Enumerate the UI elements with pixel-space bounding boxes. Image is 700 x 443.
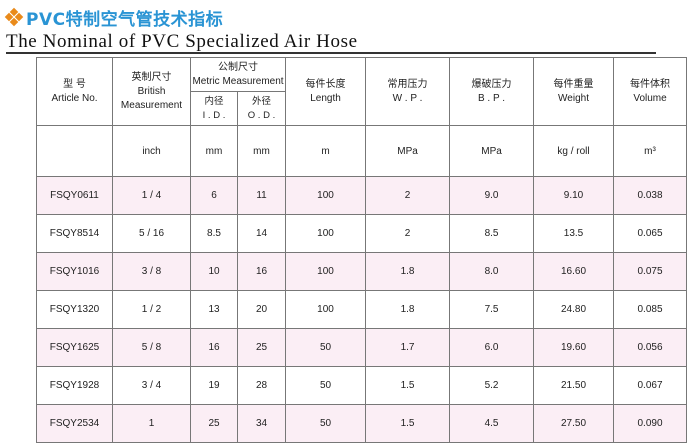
header-metric: 公制尺寸 Metric Measurement: [189, 57, 287, 92]
table-cell: 20: [236, 290, 287, 329]
unit-cell: MPa: [449, 125, 535, 177]
unit-cell: m³: [613, 125, 688, 177]
table-cell: 50: [285, 328, 367, 367]
table-cell: 10: [190, 252, 238, 291]
table-cell: 19: [190, 366, 238, 405]
unit-cell: mm: [236, 125, 287, 177]
spec-table: 型 号 Article No. 英制尺寸 British Measurement…: [36, 57, 688, 443]
table-cell: 0.075: [613, 252, 688, 291]
unit-cell: mm: [190, 125, 238, 177]
table-cell: 6: [190, 176, 238, 215]
table-cell: 19.60: [533, 328, 615, 367]
table-cell: 8.5: [449, 214, 535, 253]
header-weight: 每件重量 Weight: [533, 57, 615, 126]
table-row: FSQY1320 1 / 2 13 20 100 1.8 7.5 24.80 0.085: [36, 290, 688, 329]
header-id: 内径 I . D .: [190, 91, 238, 126]
table-cell: 24.80: [533, 290, 615, 329]
table-cell: 7.5: [449, 290, 535, 329]
page-title-cn: PVC特制空气管技术指标: [4, 6, 224, 30]
table-row: FSQY8514 5 / 16 8.5 14 100 2 8.5 13.5 0.065: [36, 214, 688, 253]
table-cell: 5 / 16: [112, 214, 191, 253]
table-cell: 11: [236, 176, 287, 215]
table-cell: 0.067: [613, 366, 688, 405]
table-row: FSQY1928 3 / 4 19 28 50 1.5 5.2 21.50 0.067: [36, 366, 688, 405]
table-cell: 0.038: [613, 176, 688, 215]
header-row: 型 号 Article No. 英制尺寸 British Measurement…: [36, 57, 688, 126]
table-cell: 13.5: [533, 214, 615, 253]
table-row: FSQY1625 5 / 8 16 25 50 1.7 6.0 19.60 0.056: [36, 328, 688, 367]
table-cell: 2: [365, 176, 451, 215]
table-cell: 1 / 4: [112, 176, 191, 215]
table-body: FSQY0611 1 / 4 6 11 100 2 9.0 9.10 0.038 FSQY8514…: [36, 176, 688, 443]
table-cell: 28: [236, 366, 287, 405]
table-row: FSQY2534 1 25 34 50 1.5 4.5 27.50 0.090: [36, 404, 688, 443]
unit-cell: m: [285, 125, 367, 177]
table-cell: 0.056: [613, 328, 688, 367]
table-cell: 1 / 2: [112, 290, 191, 329]
table-cell: 2: [365, 214, 451, 253]
table-cell: 50: [285, 366, 367, 405]
table-cell: 8.0: [449, 252, 535, 291]
header-article: 型 号 Article No.: [36, 57, 113, 126]
table-cell: 25: [236, 328, 287, 367]
page-title-en: The Nominal of PVC Specialized Air Hose: [6, 31, 358, 52]
table-cell: 3 / 4: [112, 366, 191, 405]
header-od: 外径 O . D .: [236, 91, 287, 126]
table-cell: 100: [285, 252, 367, 291]
table-cell: 16.60: [533, 252, 615, 291]
table-cell: 0.085: [613, 290, 688, 329]
header-wp: 常用压力 W . P .: [365, 57, 451, 126]
table-cell: 14: [236, 214, 287, 253]
title-cn-text: PVC特制空气管技术指标: [26, 9, 224, 30]
unit-cell: inch: [112, 125, 191, 177]
table-cell: 1.5: [365, 366, 451, 405]
table-cell: 9.0: [449, 176, 535, 215]
unit-article-blank: [36, 125, 113, 177]
table-cell: 3 / 8: [112, 252, 191, 291]
table-cell: 6.0: [449, 328, 535, 367]
table-cell: 8.5: [190, 214, 238, 253]
table-cell: 100: [285, 290, 367, 329]
table-row: FSQY0611 1 / 4 6 11 100 2 9.0 9.10 0.038: [36, 176, 688, 215]
table-cell: 50: [285, 404, 367, 443]
article-no-cell: FSQY1320: [36, 290, 113, 329]
table-cell: 13: [190, 290, 238, 329]
article-no-cell: FSQY0611: [36, 176, 113, 215]
header-volume: 每件体积 Volume: [613, 57, 688, 126]
table-cell: 1.8: [365, 290, 451, 329]
table-cell: 1.7: [365, 328, 451, 367]
header-british: 英制尺寸 British Measurement: [112, 57, 191, 126]
units-row: inch mm mm m MPa MPa kg / roll m³: [36, 125, 688, 177]
table-cell: 9.10: [533, 176, 615, 215]
header-bp: 爆破压力 B . P .: [449, 57, 535, 126]
article-no-cell: FSQY1625: [36, 328, 113, 367]
article-no-cell: FSQY1016: [36, 252, 113, 291]
table-cell: 1.8: [365, 252, 451, 291]
table-cell: 16: [236, 252, 287, 291]
table-row: FSQY1016 3 / 8 10 16 100 1.8 8.0 16.60 0.075: [36, 252, 688, 291]
unit-cell: kg / roll: [533, 125, 615, 177]
table-cell: 0.065: [613, 214, 688, 253]
table-cell: 5 / 8: [112, 328, 191, 367]
table-cell: 5.2: [449, 366, 535, 405]
table-cell: 100: [285, 214, 367, 253]
title-divider: [6, 52, 656, 54]
diamond-logo-icon: [4, 7, 24, 27]
header-length: 每件长度 Length: [285, 57, 367, 126]
table-cell: 21.50: [533, 366, 615, 405]
unit-cell: MPa: [365, 125, 451, 177]
article-no-cell: FSQY8514: [36, 214, 113, 253]
table-cell: 100: [285, 176, 367, 215]
article-no-cell: FSQY1928: [36, 366, 113, 405]
table-cell: 16: [190, 328, 238, 367]
